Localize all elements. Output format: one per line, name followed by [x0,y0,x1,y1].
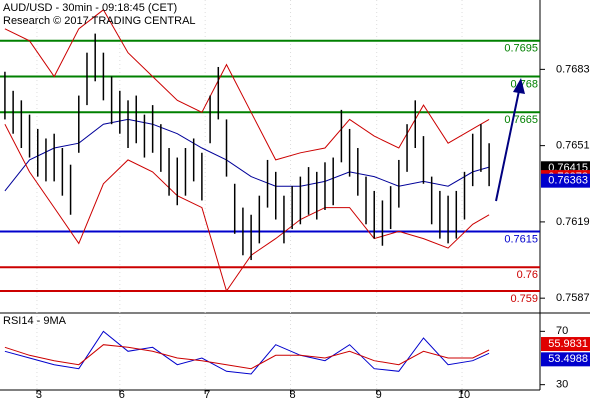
rsi-y-tick-label: 30 [556,379,568,391]
chart-title: AUD/USD - 30min - 09:18:45 (CET) [3,2,177,14]
rsi-line [4,330,490,375]
x-tick-label: 8 [289,389,295,400]
x-tick-label: 7 [204,389,210,400]
level-label: 0.7665 [504,114,538,126]
rsi-y-tick-label: 70 [556,325,568,337]
indicator-line [4,118,490,192]
level-label: 0.7615 [504,233,538,245]
forecast-arrowhead [513,78,525,94]
rsi-badge [541,352,590,367]
forecast-arrow [495,85,521,202]
x-tick-label: 6 [119,389,125,400]
level-label: 0.7695 [504,43,538,55]
rsi-badge-label: 55.9831 [548,338,588,350]
price-badge-label: 0.76363 [548,175,588,187]
rsi-badge [541,337,590,352]
y-tick-label: 0.7587 [556,292,590,304]
rsi-badge-label: 53.4988 [548,353,588,365]
x-tick-label: 3 [36,389,42,400]
y-tick-label: 0.7619 [556,216,590,228]
level-label: 0.759 [510,293,538,305]
price-badge [541,173,590,188]
rsi-title: RSI14 - 9MA [3,315,67,327]
x-tick-label: 10 [458,389,470,400]
level-label: 0.76 [517,269,538,281]
y-tick-label: 0.7651 [556,140,590,152]
x-tick-label: 9 [376,389,382,400]
level-label: 0.768 [510,78,538,90]
rsi-line [4,344,490,370]
y-tick-label: 0.7683 [556,63,590,75]
chart-subtitle: Research © 2017 TRADING CENTRAL [3,15,196,27]
